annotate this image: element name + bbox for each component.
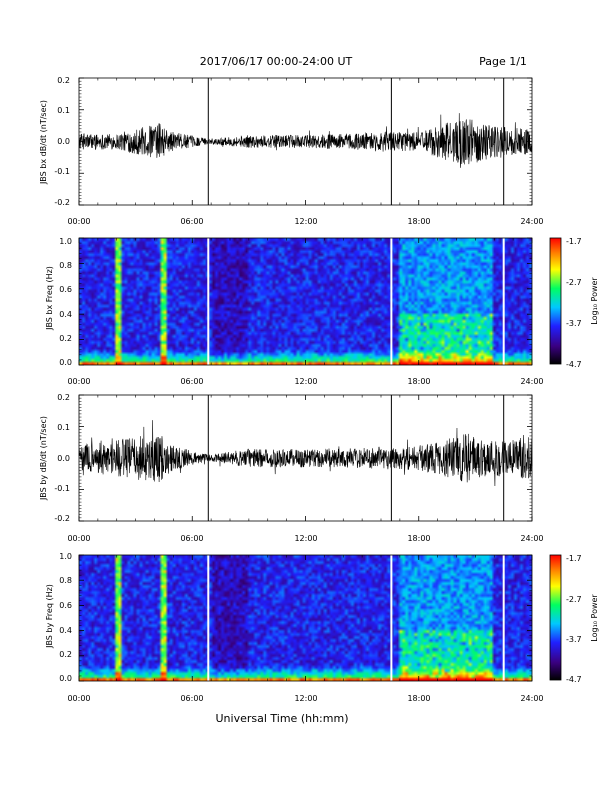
page-title: 2017/06/17 00:00-24:00 UT — [200, 55, 353, 68]
ytick-label: 0.1 — [57, 106, 70, 115]
bx-freq-ylabel: JBS bx Freq (Hz) — [45, 266, 54, 331]
colorbar-tick: -1.7 — [566, 554, 582, 563]
ytick-label: 0.6 — [59, 285, 72, 294]
xtick-label: 24:00 — [520, 534, 543, 543]
waveform-trace — [78, 420, 533, 486]
xtick-label: 24:00 — [520, 217, 543, 226]
xtick-label: 12:00 — [294, 694, 317, 703]
colorbar-label: Log₁₀ Power — [590, 594, 599, 642]
xtick-label: 06:00 — [180, 694, 203, 703]
ytick-label: -0.1 — [54, 167, 70, 176]
xtick-label: 24:00 — [520, 377, 543, 386]
ytick-label: 1.0 — [59, 237, 72, 246]
ytick-label: -0.2 — [54, 198, 70, 207]
ytick-label: 0.1 — [57, 423, 70, 432]
by-freq-xticks: 00:00 06:00 12:00 18:00 24:00 — [67, 694, 543, 703]
by-freq-yticks: 1.0 0.8 0.6 0.4 0.2 0.0 — [59, 552, 72, 683]
ytick-label: 0.4 — [59, 626, 72, 635]
xtick-label: 12:00 — [294, 217, 317, 226]
spectrogram-image — [79, 238, 532, 365]
data-gap-band — [502, 555, 505, 681]
x-axis-label: Universal Time (hh:mm) — [216, 712, 349, 725]
xtick-label: 18:00 — [407, 694, 430, 703]
xtick-label: 12:00 — [294, 377, 317, 386]
bx-dbdt-xticks: 00:00 06:00 12:00 18:00 24:00 — [67, 217, 543, 226]
colorbar-bx: -1.7 -2.7 -3.7 -4.7 Log₁₀ Power — [549, 237, 599, 369]
ytick-label: 0.0 — [59, 358, 72, 367]
colorbar-tick: -3.7 — [566, 319, 582, 328]
ytick-label: 0.8 — [59, 576, 72, 585]
ytick-label: 0.0 — [59, 674, 72, 683]
ytick-label: 0.0 — [57, 137, 70, 146]
ytick-label: -0.1 — [54, 484, 70, 493]
waveform-trace — [78, 113, 533, 168]
colorbar-gradient — [549, 237, 562, 365]
ytick-label: 0.4 — [59, 310, 72, 319]
colorbar-tick: -4.7 — [566, 675, 582, 684]
colorbar-gradient — [549, 554, 562, 681]
colorbar-tick: -2.7 — [566, 595, 582, 604]
by-dbdt-yticks: 0.2 0.1 0.0 -0.1 -0.2 — [54, 393, 70, 523]
data-gap-band — [390, 555, 393, 681]
data-gap-band — [390, 238, 393, 365]
xtick-label: 06:00 — [180, 217, 203, 226]
xtick-label: 06:00 — [180, 377, 203, 386]
bx-freq-yticks: 1.0 0.8 0.6 0.4 0.2 0.0 — [59, 237, 72, 367]
data-gap-band — [207, 238, 210, 365]
bx-dbdt-panel: JBS bx dB/dt (nT/sec) 0.2 0.1 0.0 -0.1 -… — [39, 76, 544, 226]
xtick-label: 00:00 — [67, 694, 90, 703]
ytick-label: 0.2 — [59, 650, 72, 659]
by-dbdt-xticks: 00:00 06:00 12:00 18:00 24:00 — [67, 534, 543, 543]
bx-dbdt-yticks: 0.2 0.1 0.0 -0.1 -0.2 — [54, 76, 70, 207]
xtick-label: 12:00 — [294, 534, 317, 543]
xtick-label: 00:00 — [67, 377, 90, 386]
colorbar-tick: -1.7 — [566, 237, 582, 246]
spectrogram-image — [79, 555, 532, 681]
xtick-label: 00:00 — [67, 534, 90, 543]
colorbar-tick: -3.7 — [566, 635, 582, 644]
data-gap-band — [502, 238, 505, 365]
ytick-label: 0.6 — [59, 601, 72, 610]
bx-freq-xticks: 00:00 06:00 12:00 18:00 24:00 — [67, 377, 543, 386]
ytick-label: 0.2 — [59, 334, 72, 343]
xtick-label: 18:00 — [407, 534, 430, 543]
bx-spectrogram-panel: JBS bx Freq (Hz) 1.0 0.8 0.6 0.4 0.2 0.0… — [45, 237, 599, 386]
xtick-label: 18:00 — [407, 217, 430, 226]
xtick-label: 18:00 — [407, 377, 430, 386]
ytick-label: 0.8 — [59, 261, 72, 270]
ytick-label: 0.2 — [57, 76, 70, 85]
bx-dbdt-ylabel: JBS bx dB/dt (nT/sec) — [39, 100, 48, 185]
xtick-label: 00:00 — [67, 217, 90, 226]
by-dbdt-panel: JBS by dB/dt (nT/sec) 0.2 0.1 0.0 -0.1 -… — [39, 393, 544, 543]
ytick-label: 0.2 — [57, 393, 70, 402]
ytick-label: -0.2 — [54, 514, 70, 523]
ytick-label: 0.0 — [57, 454, 70, 463]
xtick-label: 06:00 — [180, 534, 203, 543]
ytick-label: 1.0 — [59, 552, 72, 561]
colorbar-tick: -2.7 — [566, 278, 582, 287]
page-number: Page 1/1 — [479, 55, 527, 68]
colorbar-by: -1.7 -2.7 -3.7 -4.7 Log₁₀ Power — [549, 554, 599, 684]
by-freq-ylabel: JBS by Freq (Hz) — [45, 584, 54, 649]
colorbar-tick: -4.7 — [566, 360, 582, 369]
by-spectrogram-panel: JBS by Freq (Hz) 1.0 0.8 0.6 0.4 0.2 0.0… — [45, 552, 599, 703]
data-gap-band — [207, 555, 210, 681]
by-dbdt-ylabel: JBS by dB/dt (nT/sec) — [39, 416, 48, 501]
xtick-label: 24:00 — [520, 694, 543, 703]
colorbar-label: Log₁₀ Power — [590, 277, 599, 325]
